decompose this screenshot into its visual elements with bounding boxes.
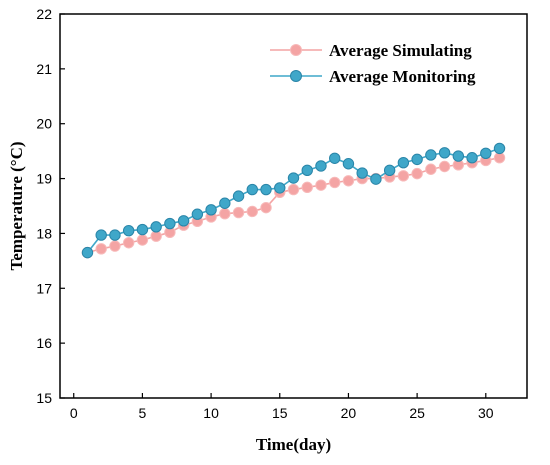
data-point-average-simulating: [136, 234, 149, 246]
series-layer: [81, 142, 506, 259]
x-tick-label: 25: [409, 405, 425, 421]
y-tick-label: 19: [36, 171, 52, 187]
data-point-average-monitoring: [191, 208, 204, 220]
data-point-average-simulating: [411, 167, 423, 180]
data-point-average-monitoring: [177, 215, 190, 227]
data-point-average-simulating: [342, 175, 355, 187]
data-point-average-monitoring: [315, 160, 327, 172]
data-point-average-simulating: [315, 179, 327, 191]
x-tick-label: 5: [139, 405, 147, 421]
data-point-average-monitoring: [287, 172, 300, 184]
y-tick-label: 22: [36, 6, 52, 22]
data-point-average-monitoring: [164, 217, 176, 230]
data-point-average-simulating: [425, 163, 437, 175]
data-point-average-monitoring: [425, 149, 437, 161]
data-point-average-monitoring: [356, 167, 368, 179]
data-point-average-monitoring: [411, 153, 423, 166]
y-tick-label: 21: [36, 61, 52, 77]
x-tick-label: 15: [272, 405, 288, 421]
data-point-average-simulating: [122, 237, 135, 249]
x-tick-label: 0: [70, 405, 78, 421]
legend-marker-monitoring: [290, 70, 302, 82]
y-tick-label: 15: [36, 390, 52, 406]
data-point-average-simulating: [232, 206, 245, 219]
series-line-average-monitoring: [86, 147, 500, 254]
data-point-average-monitoring: [301, 164, 313, 177]
legend-label-monitoring: Average Monitoring: [329, 67, 476, 86]
data-point-average-monitoring: [342, 158, 355, 170]
data-point-average-monitoring: [150, 221, 162, 233]
data-point-average-simulating: [329, 176, 341, 189]
data-point-average-monitoring: [122, 224, 135, 237]
data-point-average-monitoring: [109, 229, 121, 241]
x-tick-label: 30: [478, 405, 494, 421]
plot-frame: [59, 13, 528, 399]
data-point-average-monitoring: [232, 190, 245, 202]
y-tick-label: 17: [36, 280, 52, 296]
data-point-average-simulating: [438, 160, 451, 173]
legend-label-simulating: Average Simulating: [329, 41, 472, 60]
y-axis-title: Temperature (°C): [7, 141, 26, 270]
legend-item-average-simulating: Average Simulating: [270, 41, 472, 60]
data-point-average-monitoring: [480, 147, 492, 160]
y-tick-label: 20: [36, 116, 52, 132]
data-point-average-monitoring: [438, 147, 451, 159]
data-point-average-monitoring: [397, 156, 410, 169]
data-point-average-monitoring: [493, 142, 506, 155]
x-axis-title: Time(day): [256, 435, 331, 454]
y-tick-label: 18: [36, 225, 52, 241]
ticks-layer: 0 5 10 15 20 25 30 15 16 17 18 19 20 21 22: [36, 6, 493, 421]
data-point-average-monitoring: [219, 197, 231, 209]
x-tick-label: 10: [203, 405, 219, 421]
data-point-average-simulating: [397, 170, 410, 182]
series-line-average-simulating: [87, 156, 500, 254]
data-point-average-simulating: [301, 181, 313, 194]
legend: Average Simulating Average Monitoring: [270, 41, 476, 86]
data-point-average-monitoring: [136, 223, 149, 236]
data-point-average-monitoring: [370, 173, 382, 185]
data-point-average-monitoring: [95, 229, 107, 241]
data-point-average-monitoring: [260, 183, 272, 196]
data-point-average-monitoring: [246, 183, 258, 196]
data-point-average-simulating: [109, 240, 121, 252]
data-point-average-monitoring: [452, 150, 465, 162]
data-point-average-simulating: [260, 201, 272, 214]
legend-item-average-monitoring: Average Monitoring: [270, 67, 476, 86]
y-tick-label: 16: [36, 335, 52, 351]
data-point-average-simulating: [95, 243, 107, 255]
data-point-average-monitoring: [329, 152, 341, 164]
data-point-average-simulating: [287, 183, 300, 196]
data-point-average-monitoring: [81, 246, 94, 259]
legend-marker-simulating: [290, 44, 302, 56]
data-point-average-simulating: [246, 205, 258, 218]
data-point-average-monitoring: [383, 164, 396, 177]
data-point-average-monitoring: [274, 182, 286, 194]
data-point-average-simulating: [219, 207, 231, 220]
data-point-average-monitoring: [205, 204, 217, 216]
data-point-average-monitoring: [466, 152, 478, 164]
x-tick-label: 20: [341, 405, 357, 421]
